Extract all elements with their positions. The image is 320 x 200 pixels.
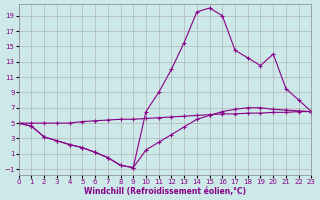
X-axis label: Windchill (Refroidissement éolien,°C): Windchill (Refroidissement éolien,°C) bbox=[84, 187, 246, 196]
